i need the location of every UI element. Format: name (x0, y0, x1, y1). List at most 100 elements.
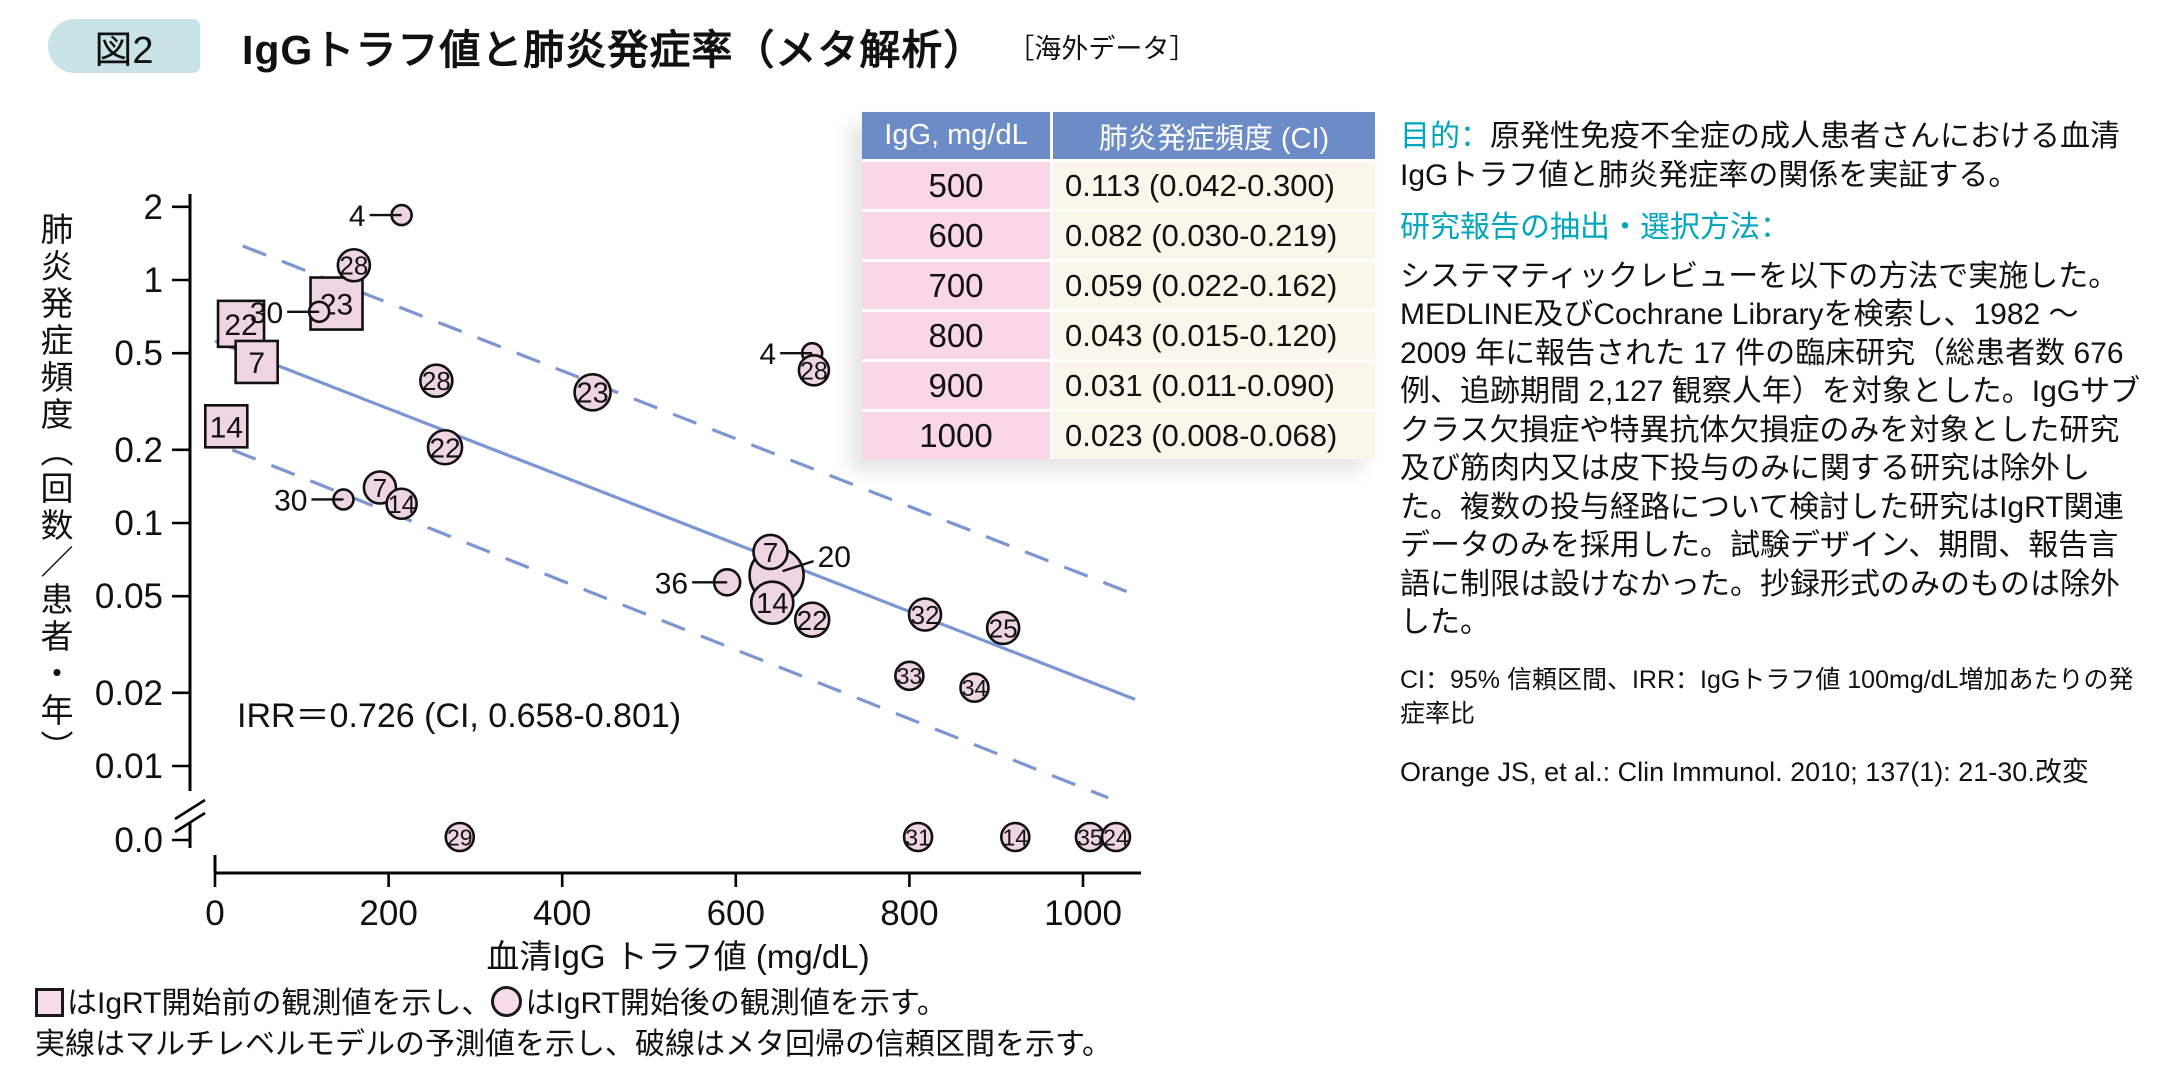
marker-label: 28 (339, 251, 368, 281)
marker-label: 36 (655, 567, 688, 600)
table-cell-igg: 600 (862, 212, 1050, 259)
chart-legend: はIgRT開始前の観測値を示し、 はIgRT開始後の観測値を示す。 実線はマルチレ… (35, 983, 1112, 1065)
x-tick-label: 600 (707, 894, 765, 933)
marker-label: 30 (274, 484, 307, 517)
marker-label: 22 (797, 605, 828, 636)
methods-text: システマティックレビューを以下の方法で実施した。MEDLINE及びCochran… (1400, 259, 2141, 640)
marker-label: 22 (429, 432, 460, 463)
fit-line (214, 339, 1136, 701)
marker-label: 20 (818, 541, 851, 574)
y-axis-break-icon (174, 798, 206, 821)
y-tick-label: 0.1 (114, 504, 163, 543)
pre-igrt-square-swatch (35, 988, 64, 1017)
x-axis-title: 血清IgG トラフ値 (mg/dL) (486, 938, 869, 975)
marker-label: 7 (373, 473, 387, 503)
table-header-cell: 肺炎発症頻度 (CI) (1053, 112, 1375, 159)
post-igrt-marker (959, 672, 990, 704)
marker-label: 28 (422, 366, 451, 396)
post-igrt-marker (419, 363, 454, 399)
table-cell-frequency: 0.023 (0.008-0.068) (1053, 412, 1375, 459)
y-axis-title: 肺炎発症頻度（回数／患者・年） (36, 212, 73, 767)
marker-label: 33 (897, 663, 923, 689)
y-tick-label: 1 (144, 261, 163, 300)
table-cell-frequency: 0.059 (0.022-0.162) (1053, 262, 1375, 309)
x-tick-label: 1000 (1044, 894, 1122, 933)
post-igrt-marker (444, 821, 476, 853)
marker-label: 29 (447, 824, 473, 850)
study-description: 目的：原発性免疫不全症の成人患者さんにおける血清IgGトラフ値と肺炎発症率の関係… (1400, 118, 2148, 791)
ci-upper-line (242, 244, 1134, 596)
figure-badge: 図2 (48, 19, 200, 73)
y-tick-label: 0.05 (95, 577, 163, 616)
table-cell-frequency: 0.043 (0.015-0.120) (1053, 312, 1375, 359)
table-cell-frequency: 0.031 (0.011-0.090) (1053, 362, 1375, 409)
marker-label: 7 (763, 537, 779, 568)
ci-footnote: CI：95% 信頼区間、IRR：IgGトラフ値 100mg/dL増加あたりの発症… (1400, 665, 2134, 728)
x-tick-label: 0 (205, 894, 224, 933)
post-igrt-marker (907, 597, 943, 632)
post-igrt-marker (336, 247, 372, 283)
post-igrt-marker (752, 533, 789, 571)
y-tick-label: 0.2 (114, 431, 163, 470)
legend-line-2: 実線はマルチレベルモデルの予測値を示し、破線はメタ回帰の信頼区間を示す。 (35, 1028, 1112, 1061)
table-cell-igg: 800 (862, 312, 1050, 359)
post-igrt-marker (573, 373, 612, 412)
table-cell-igg: 500 (862, 162, 1050, 209)
post-igrt-marker (797, 354, 831, 387)
post-igrt-marker (385, 487, 418, 521)
pre-igrt-marker (216, 299, 266, 349)
table-cell-frequency: 0.082 (0.030-0.219) (1053, 212, 1375, 259)
marker-label-connector (782, 560, 814, 573)
methods-heading: 研究報告の抽出・選択方法： (1400, 211, 1790, 244)
marker-label: 4 (759, 338, 776, 371)
irr-annotation: IRR＝0.726 (CI, 0.658-0.801) (237, 697, 681, 735)
citation: Orange JS, et al.: Clin Immunol. 2010; 1… (1400, 756, 2089, 787)
pre-igrt-marker (203, 404, 249, 449)
marker-label: 28 (800, 357, 828, 385)
marker-label: 22 (224, 309, 257, 342)
post-igrt-circle-swatch (491, 986, 523, 1017)
pre-igrt-marker (234, 339, 279, 385)
purpose-label: 目的： (1400, 120, 1490, 153)
marker-label: 14 (1002, 824, 1028, 850)
post-igrt-marker (749, 580, 795, 625)
marker-label: 30 (250, 297, 283, 330)
marker-label: 23 (576, 378, 608, 410)
table-cell-frequency: 0.113 (0.042-0.300) (1053, 162, 1375, 209)
marker-label: 14 (210, 411, 243, 444)
marker-label: 34 (962, 675, 988, 701)
data-table: IgG, mg/dL 肺炎発症頻度 (CI) 500 0.113 (0.042-0.3… (862, 112, 1375, 459)
y-tick-label: 2 (144, 188, 163, 227)
post-igrt-marker (902, 821, 934, 853)
marker-label: 4 (349, 200, 366, 233)
x-tick-label: 800 (880, 894, 938, 933)
purpose-paragraph: 目的：原発性免疫不全症の成人患者さんにおける血清IgGトラフ値と肺炎発症率の関係… (1400, 118, 2148, 195)
y-zero-label: 0.0 (114, 821, 163, 860)
marker-label: 25 (989, 613, 1018, 643)
marker-label: 24 (1103, 824, 1129, 850)
post-igrt-marker (1100, 821, 1132, 853)
marker-label: 14 (388, 491, 416, 519)
legend-text-pre: はIgRT開始前の観測値を示し、 (67, 987, 492, 1020)
table-cell-igg: 900 (862, 362, 1050, 409)
ci-lower-line (231, 448, 1109, 800)
table-header-cell: IgG, mg/dL (862, 112, 1050, 159)
table-cell-igg: 1000 (862, 412, 1050, 459)
purpose-text: 原発性免疫不全症の成人患者さんにおける血清IgGトラフ値と肺炎発症率の関係を実証… (1400, 120, 2120, 192)
marker-label: 35 (1077, 824, 1103, 850)
post-igrt-marker (793, 601, 831, 638)
y-tick-label: 0.02 (95, 674, 163, 713)
post-igrt-marker (985, 610, 1021, 646)
legend-line-1: はIgRT開始前の観測値を示し、 はIgRT開始後の観測値を示す。 (35, 983, 1112, 1024)
y-tick-label: 0.5 (114, 334, 163, 373)
post-igrt-marker (426, 428, 464, 466)
x-tick-label: 400 (533, 894, 591, 933)
post-igrt-marker (999, 821, 1031, 853)
y-axis-break-icon (174, 811, 206, 834)
page-title: IgGトラフ値と肺炎発症率（メタ解析） (242, 27, 986, 73)
marker-label: 14 (756, 588, 788, 620)
table-cell-igg: 700 (862, 262, 1050, 309)
page-subtitle: ［海外データ］ (1007, 33, 1197, 64)
marker-label: 31 (905, 824, 931, 850)
